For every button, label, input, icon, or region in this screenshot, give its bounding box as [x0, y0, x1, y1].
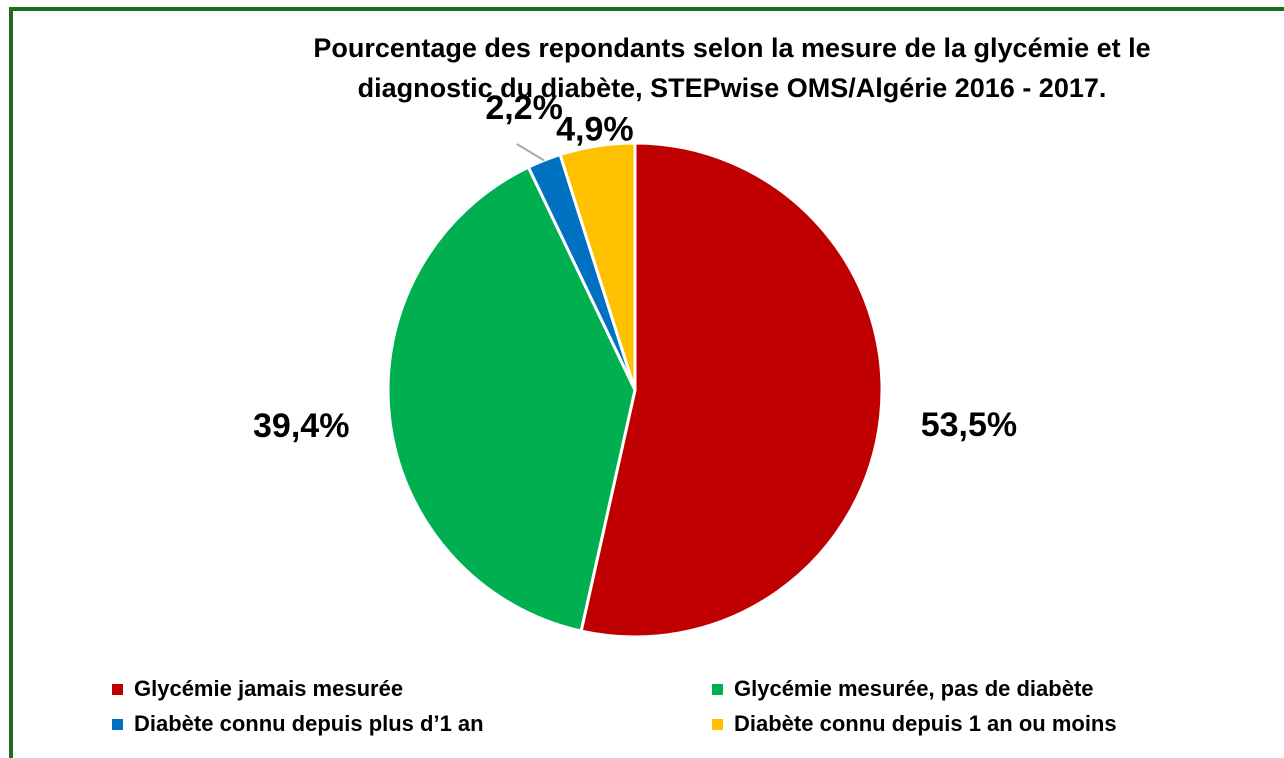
chart-title: diagnostic du diabète, STEPwise OMS/Algé…	[358, 73, 1107, 103]
legend-marker	[712, 719, 723, 730]
pie-slice	[386, 165, 637, 633]
legend-marker	[112, 719, 123, 730]
data-label: 2,2%	[485, 89, 563, 127]
data-label: 4,9%	[556, 110, 634, 148]
chart-title: Pourcentage des repondants selon la mesu…	[313, 33, 1150, 63]
data-label: 53,5%	[921, 406, 1017, 444]
legend-marker	[712, 684, 723, 695]
leader-line	[516, 143, 545, 162]
data-label: 39,4%	[253, 407, 349, 445]
legend-label: Diabète connu depuis 1 an ou moins	[734, 711, 1117, 736]
pie-slice	[579, 141, 884, 639]
legend-label: Diabète connu depuis plus d’1 an	[134, 711, 484, 736]
pie-slice	[558, 141, 637, 391]
frame	[9, 7, 1284, 758]
legend-label: Glycémie jamais mesurée	[134, 676, 403, 701]
legend-label: Glycémie mesurée, pas de diabète	[734, 676, 1094, 701]
legend-marker	[112, 684, 123, 695]
